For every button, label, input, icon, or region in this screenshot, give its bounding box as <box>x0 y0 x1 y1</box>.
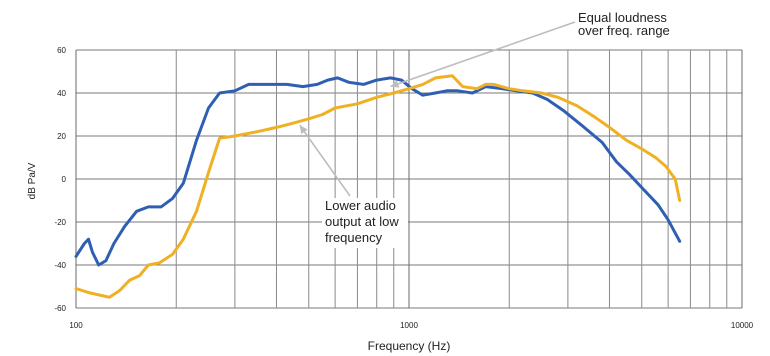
x-axis-label: Frequency (Hz) <box>368 339 451 353</box>
series-line-2 <box>74 74 682 299</box>
y-tick-label: -60 <box>54 304 66 313</box>
y-tick-label: 0 <box>62 175 67 184</box>
series-lines <box>74 74 682 299</box>
y-tick-label: 20 <box>57 132 66 141</box>
annotation-arrowhead <box>299 125 308 135</box>
x-tick-label: 100 <box>69 321 83 330</box>
annotation-text: frequency <box>325 230 383 245</box>
y-axis-ticks: 60 40 20 0 -20 -40 -60 <box>54 46 66 313</box>
y-tick-label: -20 <box>54 218 66 227</box>
annotation-arrowhead <box>390 80 400 88</box>
annotation-text: Lower audio <box>325 198 396 213</box>
annotation-arrow <box>390 21 576 88</box>
y-tick-label: 40 <box>57 89 66 98</box>
y-tick-label: 60 <box>57 46 66 55</box>
x-tick-label: 1000 <box>400 321 418 330</box>
x-tick-label: 10000 <box>731 321 754 330</box>
annotation-text: Equal loudness <box>578 10 667 25</box>
y-tick-label: -40 <box>54 261 66 270</box>
y-axis-label: dB Pa/V <box>27 162 38 199</box>
x-axis-ticks: 100 1000 10000 <box>69 321 753 330</box>
annotation-background <box>322 198 408 248</box>
grid <box>75 49 743 309</box>
annotation-arrow <box>299 124 351 197</box>
annotation-text: over freq. range <box>578 23 670 38</box>
annotation-text: output at low <box>325 214 399 229</box>
series-line-1 <box>74 76 682 267</box>
